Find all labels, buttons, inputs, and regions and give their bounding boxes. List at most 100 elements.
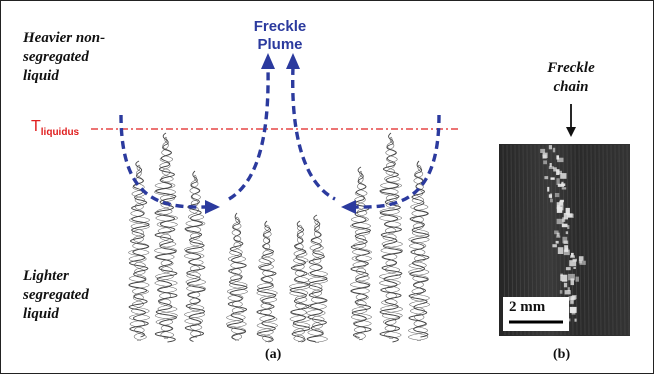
freckle-grain: [550, 198, 553, 203]
freckle-grain: [548, 145, 552, 150]
dendrite-outline: [350, 170, 372, 341]
freckle-grain: [557, 170, 562, 175]
freckle-grain: [574, 318, 577, 322]
freckle-grain: [571, 252, 574, 257]
freckle-grain: [570, 278, 574, 286]
freckle-grain: [579, 260, 586, 265]
dendrite: [379, 132, 403, 343]
freckle-grain: [559, 290, 563, 294]
dendrite-outline: [128, 164, 150, 341]
freckle-grain: [552, 147, 556, 153]
dendrite-outline: [226, 216, 248, 341]
convection-arrows: [119, 66, 441, 209]
arrowhead-left-up: [261, 53, 275, 69]
freckle-grain: [569, 300, 574, 305]
freckle-grain: [550, 193, 553, 199]
micrograph-striation: [590, 144, 594, 336]
freckle-grain: [547, 186, 550, 192]
dendrite-outline: [226, 216, 248, 341]
freckle-grain: [578, 260, 582, 264]
dendrite: [184, 170, 206, 342]
freckle-grain: [565, 231, 569, 235]
freckle-plume-label: Freckle Plume: [253, 18, 307, 53]
lighter-liquid-label: Lighter segregated liquid: [23, 268, 89, 322]
micrograph-striation: [626, 144, 630, 336]
micrograph-striation: [586, 144, 590, 336]
freckle-grain: [562, 236, 568, 244]
dendrite-outline: [408, 164, 430, 341]
freckle-grain: [568, 318, 571, 322]
freckle-grain: [556, 178, 560, 185]
arrowhead-left-bottom: [205, 200, 220, 214]
micrograph-striation: [594, 144, 598, 336]
freckle-grain: [544, 176, 549, 180]
freckle-grain: [559, 200, 564, 206]
left-bottom-arrow: [119, 114, 207, 209]
arrowhead-right-bottom: [341, 200, 356, 214]
freckle-grain: [553, 167, 557, 172]
dendrite-outline: [408, 164, 430, 341]
dendrite-outline: [154, 136, 178, 339]
micrograph-striation: [610, 144, 614, 336]
dendrite-outline: [306, 218, 328, 343]
freckle-grain: [569, 260, 577, 267]
freckle-grain: [554, 193, 560, 198]
freckle-grain: [557, 247, 564, 254]
micrograph-image: [499, 144, 630, 336]
freckle-grain: [561, 181, 564, 185]
micrograph-striation: [618, 144, 622, 336]
chain-pointer-head: [566, 127, 576, 137]
freckle-grain: [549, 163, 552, 168]
freckle-grain: [556, 169, 560, 175]
right-bottom-arrow: [354, 114, 441, 209]
freckle-chain-label: Freckle chain: [547, 60, 595, 95]
freckle-grain: [573, 267, 576, 269]
freckle-grain: [565, 267, 571, 271]
freckle-grain: [564, 290, 571, 295]
freckle-grain: [560, 173, 567, 179]
micrograph-striation: [614, 144, 618, 336]
freckle-grain: [561, 223, 568, 228]
freckle-grain: [550, 177, 555, 180]
freckle-grain: [561, 187, 567, 190]
micrograph-striation: [574, 144, 578, 336]
freckle-grain: [572, 258, 577, 262]
freckle-grain: [557, 183, 565, 187]
freckle-grain: [543, 160, 547, 165]
freckle-grain: [563, 240, 569, 244]
freckle-grain: [555, 240, 559, 244]
dendrite: [256, 220, 277, 343]
freckle-grain: [540, 148, 546, 153]
freckle-grain: [556, 155, 559, 160]
heavier-liquid-label: Heavier non- segregated liquid: [23, 30, 106, 84]
micrograph-striation: [582, 144, 586, 336]
freckle-grain: [578, 256, 584, 261]
freckle-grain: [557, 157, 564, 163]
dendrite-outline: [289, 224, 311, 343]
freckle-grain: [556, 207, 563, 213]
left-up-arrow: [228, 66, 270, 201]
freckle-grain: [562, 217, 566, 222]
dendrite-array: [128, 132, 430, 343]
freckle-grain: [567, 213, 573, 218]
scale-bar-label: 2 mm: [509, 299, 546, 315]
dendrite-outline: [256, 224, 278, 343]
dendrite-outline: [128, 164, 150, 341]
freckle-grain: [572, 295, 577, 300]
freckle-grain: [563, 282, 568, 288]
micrograph-striation: [602, 144, 606, 336]
dendrite-outline: [289, 224, 311, 343]
caption-b: (b): [553, 347, 571, 362]
scale-bar-box: [503, 297, 569, 331]
freckle-grain: [548, 166, 555, 169]
freckle-grain: [560, 274, 568, 281]
freckle-grain: [552, 244, 557, 248]
freckle-grain: [556, 235, 561, 238]
freckle-grain: [570, 309, 576, 314]
freckle-grain: [575, 276, 579, 282]
freckle-grain: [542, 152, 548, 158]
freckle-grain: [567, 287, 570, 291]
dendrite-outline: [184, 174, 206, 338]
